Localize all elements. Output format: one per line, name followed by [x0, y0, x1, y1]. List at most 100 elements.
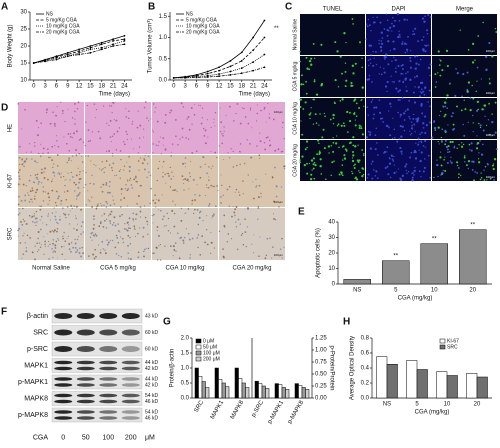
cell — [369, 131, 372, 134]
nucleus — [58, 195, 60, 198]
cell — [424, 139, 427, 143]
nucleus — [47, 213, 50, 215]
cell — [401, 125, 404, 128]
cell — [352, 23, 354, 25]
nucleus — [274, 218, 277, 221]
cell — [473, 179, 476, 182]
cell — [455, 68, 457, 70]
cell — [389, 102, 392, 105]
nucleus — [212, 185, 214, 187]
band — [99, 313, 118, 319]
nucleus — [71, 207, 74, 210]
nucleus — [51, 159, 53, 162]
cell — [320, 43, 323, 46]
nucleus — [91, 205, 94, 208]
bar — [281, 387, 286, 399]
bar — [343, 279, 371, 285]
legend-label: 20 mg/Kg CGA — [186, 29, 220, 35]
nucleus — [207, 187, 210, 189]
x-axis-label: Time (days) — [239, 92, 270, 98]
cell — [444, 105, 447, 108]
nucleus — [54, 175, 56, 177]
nucleus — [255, 120, 258, 122]
cell — [324, 115, 326, 118]
cell — [429, 63, 432, 66]
nucleus — [51, 145, 54, 148]
nucleus — [28, 194, 30, 196]
cell — [421, 112, 424, 115]
cell — [405, 48, 409, 51]
nucleus — [189, 257, 191, 259]
x-tick-label: 20 — [469, 288, 476, 294]
nucleus — [44, 167, 46, 170]
point — [229, 65, 232, 68]
nucleus — [26, 234, 29, 237]
nucleus — [250, 156, 252, 159]
nucleus — [53, 207, 55, 209]
x-tick-label: NS — [383, 402, 391, 408]
cell — [385, 124, 389, 128]
nucleus — [127, 117, 130, 120]
nucleus — [100, 249, 102, 251]
nucleus — [136, 126, 139, 129]
cell — [393, 56, 395, 59]
cell — [310, 159, 314, 162]
nucleus — [259, 157, 261, 159]
nucleus — [164, 173, 166, 176]
cell — [381, 37, 384, 39]
nucleus — [183, 183, 185, 185]
nucleus — [241, 107, 243, 109]
point — [100, 48, 103, 51]
cell — [313, 177, 316, 180]
nucleus — [172, 189, 174, 191]
nucleus — [186, 118, 188, 120]
cell — [420, 81, 424, 84]
nucleus — [112, 162, 115, 165]
significance: ** — [432, 236, 437, 242]
nucleus — [214, 111, 217, 114]
cell — [472, 122, 474, 124]
band — [121, 366, 140, 371]
y-axis-label: Apoptotic cells (%) — [316, 228, 322, 278]
nucleus — [60, 200, 63, 202]
cell — [339, 99, 342, 102]
nucleus — [93, 164, 95, 166]
nucleus — [123, 141, 125, 143]
nucleus — [135, 180, 138, 183]
nucleus — [68, 223, 71, 225]
nucleus — [101, 240, 104, 243]
cell — [402, 112, 406, 115]
nucleus — [109, 220, 112, 222]
nucleus — [43, 253, 45, 255]
nucleus — [281, 121, 284, 124]
cell — [478, 122, 480, 125]
x-axis-label: CGA (mg/kg) — [415, 410, 450, 416]
cell — [372, 16, 374, 19]
nucleus — [147, 155, 150, 158]
nucleus — [222, 248, 224, 250]
nucleus — [211, 165, 214, 167]
band — [76, 416, 95, 420]
nucleus — [217, 189, 219, 192]
cell — [361, 66, 363, 69]
nucleus — [63, 136, 65, 138]
bar — [214, 367, 219, 399]
cell — [437, 50, 440, 53]
nucleus — [17, 195, 20, 198]
point — [78, 53, 81, 56]
nucleus — [79, 192, 81, 194]
nucleus — [259, 140, 262, 143]
nucleus — [152, 143, 155, 145]
nucleus — [226, 188, 229, 191]
nucleus — [118, 127, 121, 129]
legend-label: 10 mg/Kg CGA — [46, 23, 80, 29]
nucleus — [196, 237, 199, 239]
x-tick-label: 9 — [206, 84, 210, 90]
nucleus — [281, 257, 283, 259]
nucleus — [113, 133, 116, 135]
nucleus — [30, 151, 32, 153]
nucleus — [143, 205, 146, 207]
nucleus — [18, 175, 21, 178]
cell — [361, 133, 364, 136]
cell — [413, 76, 416, 79]
